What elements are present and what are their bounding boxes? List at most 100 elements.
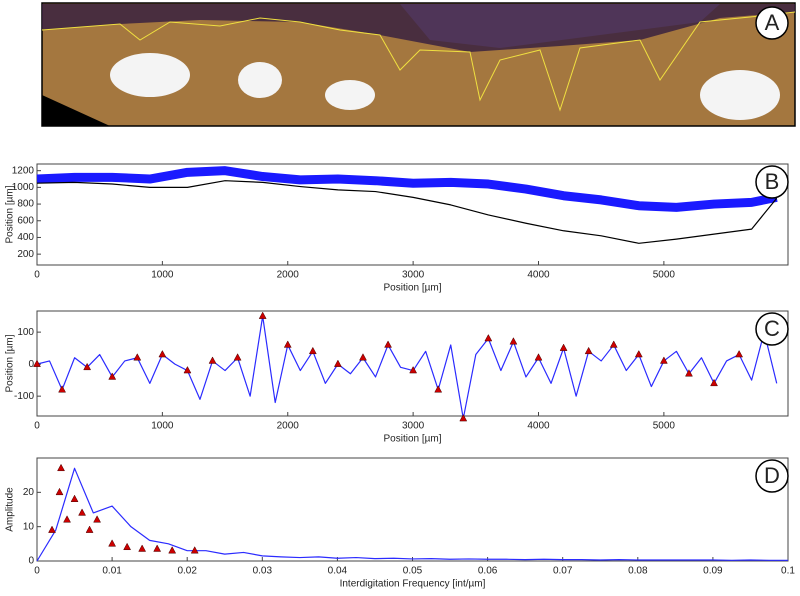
peak-marker xyxy=(208,356,217,364)
x-tick-label: 2000 xyxy=(277,270,300,281)
dark-band xyxy=(42,4,795,52)
x-tick-label: 0.1 xyxy=(781,566,795,577)
panel-label: D xyxy=(764,463,780,488)
void xyxy=(325,80,375,110)
peak-marker xyxy=(123,542,132,551)
x-axis-label: Interdigitation Frequency [int/µm] xyxy=(340,579,486,590)
peak-marker xyxy=(108,372,117,380)
peak-marker xyxy=(584,346,593,355)
y-tick-label: 1000 xyxy=(12,182,35,193)
x-tick-label: 0.04 xyxy=(328,566,348,577)
peak-marker xyxy=(509,337,518,345)
x-tick-label: 4000 xyxy=(527,421,550,432)
y-tick-label: 200 xyxy=(17,249,34,260)
data-line xyxy=(36,315,778,420)
data-line xyxy=(36,467,788,562)
panel-label: B xyxy=(765,169,780,194)
data-line xyxy=(36,180,778,244)
peak-marker xyxy=(153,544,162,552)
y-tick-label: -100 xyxy=(14,391,34,402)
x-tick-label: 0.03 xyxy=(253,566,273,577)
panel-label-circle xyxy=(755,6,789,40)
y-axis-label: Amplitude xyxy=(5,487,16,532)
peak-marker xyxy=(70,494,79,502)
y-tick-label: 20 xyxy=(23,487,35,498)
x-tick-label: 5000 xyxy=(653,270,676,281)
peak-marker xyxy=(55,487,64,496)
peak-marker xyxy=(138,544,147,552)
peak-marker xyxy=(63,515,71,523)
peak-marker xyxy=(190,546,199,554)
peak-marker xyxy=(710,378,718,387)
x-tick-label: 2000 xyxy=(277,421,300,432)
peak-marker xyxy=(434,385,443,393)
x-tick-label: 1000 xyxy=(151,270,174,281)
y-axis-label: Position [µm] xyxy=(5,185,16,243)
peak-marker xyxy=(685,369,693,377)
peak-marker xyxy=(333,359,342,367)
peak-marker xyxy=(735,350,744,358)
x-axis-label: Position [µm] xyxy=(383,283,441,294)
peak-marker xyxy=(559,343,568,351)
panel-label: C xyxy=(764,316,780,341)
peak-marker xyxy=(168,546,177,554)
peak-marker xyxy=(83,362,92,371)
peak-marker xyxy=(634,350,643,358)
peak-marker xyxy=(93,515,101,523)
x-tick-label: 0 xyxy=(34,421,40,432)
y-axis-label: Position [µm] xyxy=(5,334,16,392)
yellow-outline xyxy=(41,11,796,112)
x-tick-label: 5000 xyxy=(653,421,676,432)
x-tick-label: 1000 xyxy=(151,421,174,432)
peak-marker xyxy=(33,359,41,367)
peak-marker xyxy=(283,340,292,348)
x-tick-label: 4000 xyxy=(527,270,550,281)
peak-marker xyxy=(108,539,117,547)
peak-marker xyxy=(308,346,317,355)
panel-label: A xyxy=(765,10,780,35)
x-tick-label: 3000 xyxy=(402,421,425,432)
peak-marker xyxy=(233,353,242,361)
x-tick-label: 0.01 xyxy=(102,566,122,577)
y-tick-label: 1200 xyxy=(12,165,35,176)
corner xyxy=(42,95,110,126)
y-tick-label: 10 xyxy=(23,521,35,532)
y-tick-label: 800 xyxy=(17,199,34,210)
y-tick-label: 100 xyxy=(17,327,34,338)
peak-marker xyxy=(459,414,468,422)
y-tick-label: 400 xyxy=(17,232,34,243)
x-tick-label: 0.06 xyxy=(478,566,498,577)
surface-band xyxy=(36,166,778,212)
x-tick-label: 3000 xyxy=(402,270,425,281)
peak-marker xyxy=(609,340,618,348)
panel-label-circle xyxy=(755,459,789,493)
x-tick-label: 0.05 xyxy=(403,566,423,577)
peak-marker xyxy=(78,508,86,516)
x-axis-label: Position [µm] xyxy=(383,434,441,445)
peak-marker xyxy=(57,463,65,472)
peak-marker xyxy=(58,385,66,393)
x-tick-label: 0.08 xyxy=(628,566,648,577)
x-tick-label: 0 xyxy=(34,270,40,281)
plot-frame xyxy=(36,163,789,266)
plot-frame xyxy=(36,457,789,562)
panel-label-circle xyxy=(755,312,789,346)
peak-marker xyxy=(409,366,418,374)
peak-marker xyxy=(48,525,56,533)
void xyxy=(700,70,780,120)
x-tick-label: 0.02 xyxy=(177,566,197,577)
panel-label-circle xyxy=(755,165,789,199)
peak-marker xyxy=(484,334,493,342)
peak-marker xyxy=(359,353,367,361)
plot-frame xyxy=(36,310,789,417)
peak-marker xyxy=(85,525,94,533)
y-tick-label: 0 xyxy=(28,359,34,370)
peak-marker xyxy=(183,366,192,374)
peak-marker xyxy=(659,356,668,364)
peak-marker xyxy=(384,340,392,348)
void xyxy=(110,53,190,97)
x-tick-label: 0.09 xyxy=(703,566,723,577)
peak-marker xyxy=(258,311,267,319)
void xyxy=(238,62,282,98)
